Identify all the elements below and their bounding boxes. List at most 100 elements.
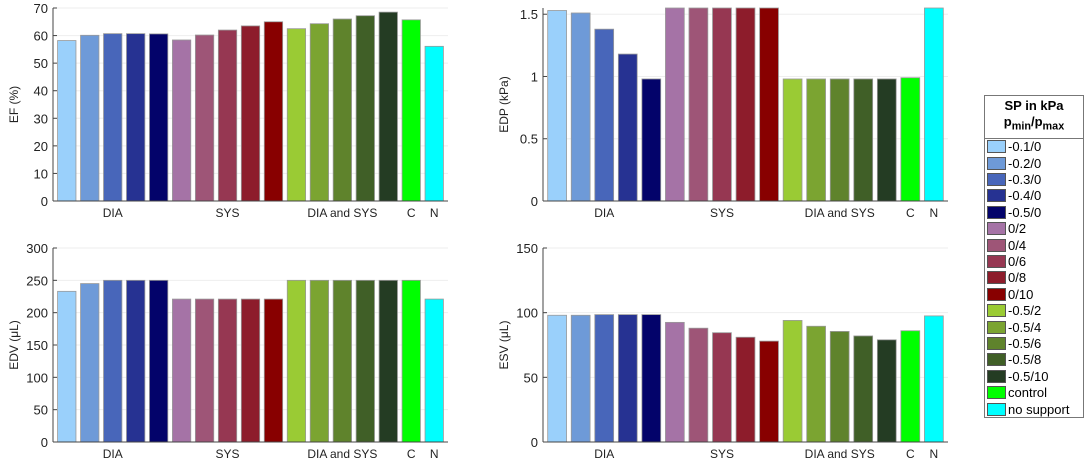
subplot-1: 0 0.5 1 1.5 DIA SYS DIA and SYS C N EDP (kPa) [497,7,948,220]
bar [688,327,709,443]
y-tick-label: 200 [26,306,48,321]
legend-swatch [987,255,1006,269]
y-tick-label: 50 [34,56,48,71]
bar [806,325,826,443]
legend-label: -0.5/4 [1008,319,1042,335]
y-tick-label: 30 [34,111,48,126]
y-tick-label: 100 [516,306,538,321]
y-tick-label: 300 [26,241,48,256]
subplot-2: 0 50 100 150 200 250 300 DIA SYS DIA and SYS C N EDV… [7,241,448,460]
legend-entry: -0.3/0 [985,171,1083,187]
bar [378,11,398,202]
legend-label: 0/6 [1008,254,1027,270]
bar [401,19,421,202]
y-tick-label: 50 [524,370,538,385]
legend-label: -0.1/0 [1008,139,1042,155]
legend-swatch [987,336,1006,350]
bar [103,279,123,443]
y-tick-label: 1.5 [520,7,538,22]
legend-swatch [987,320,1006,334]
legend-label: no support [1008,401,1070,417]
legend-entry: control [985,384,1083,400]
bar [355,279,375,443]
legend-swatch [987,238,1006,252]
y-tick-label: 20 [34,139,48,154]
group-label: N [430,206,439,220]
legend-entry: -0.5/0 [985,204,1083,220]
legend-label: 0/8 [1008,270,1027,286]
legend-title-text: SP in kPa [1004,98,1064,113]
group-label: N [430,447,439,460]
group-label: DIA [594,447,614,460]
legend-sub-sep: /p [1030,114,1043,129]
bar [570,314,591,443]
legend-label: -0.5/8 [1008,352,1042,368]
bar [309,23,329,202]
y-tick-label: 0 [531,194,538,209]
bar [735,7,756,202]
legend-entry: 0/8 [985,270,1083,286]
bar [286,28,307,202]
bar [424,298,444,443]
y-tick-label: 100 [26,370,48,385]
bar [80,283,100,443]
y-axis-label: EDV (μL) [7,320,21,370]
legend-entry: -0.4/0 [985,188,1083,204]
y-tick-label: 0 [531,435,538,450]
legend-label: 0/2 [1008,221,1027,237]
legend-swatch [987,271,1006,285]
y-tick-label: 60 [34,29,48,44]
bar [263,298,284,443]
legend-sub-max: max [1042,120,1065,133]
legend-label: -0.5/6 [1008,335,1042,351]
bar [829,331,850,443]
legend-label: -0.4/0 [1008,188,1042,204]
legend-swatch [987,386,1006,400]
bar [172,298,192,443]
legend-rows: -0.1/0 -0.2/0 -0.3/0 -0.4/0 -0.5/0 0/2 0/4 0/6 0… [985,139,1083,418]
legend-entry: -0.5/6 [985,335,1083,351]
bar [594,314,615,443]
legend-entry: no support [985,401,1083,417]
group-label: C [407,206,416,220]
bar [900,77,921,202]
bar [547,314,567,443]
bar [103,33,123,202]
bar [80,34,100,202]
y-tick-label: 50 [34,403,48,418]
bar [712,7,732,202]
group-label: DIA and SYS [805,447,875,460]
bar [240,25,261,202]
bar [665,7,685,202]
legend-entry: -0.1/0 [985,139,1083,155]
bar [782,320,803,443]
bar [617,53,638,202]
group-label: C [407,447,416,460]
subplot-3: 0 50 100 150 DIA SYS DIA and SYS C N ESV (μL) [497,241,948,460]
bar [665,321,685,443]
y-tick-label: 150 [26,338,48,353]
y-axis-label: EDP (kPa) [497,76,511,132]
legend-swatch [987,205,1006,219]
bar [900,330,921,443]
bar [853,335,874,443]
legend-swatch [987,353,1006,367]
group-label: N [930,447,939,460]
group-label: SYS [710,447,734,460]
y-tick-label: 10 [34,166,48,181]
legend-label: 0/4 [1008,237,1027,253]
bar [286,279,307,443]
bar [924,7,944,202]
legend-swatch [987,369,1006,383]
legend-label: -0.5/0 [1008,204,1042,220]
legend-label: 0/10 [1008,286,1034,302]
bar [149,33,169,202]
bar [594,28,615,202]
legend-swatch [987,156,1006,170]
group-label: DIA and SYS [805,206,875,220]
y-axis-label: EF (%) [7,86,21,123]
group-label: DIA [103,206,123,220]
bar [759,7,779,202]
y-tick-label: 70 [34,1,48,16]
legend-sub-min: min [1011,120,1031,133]
